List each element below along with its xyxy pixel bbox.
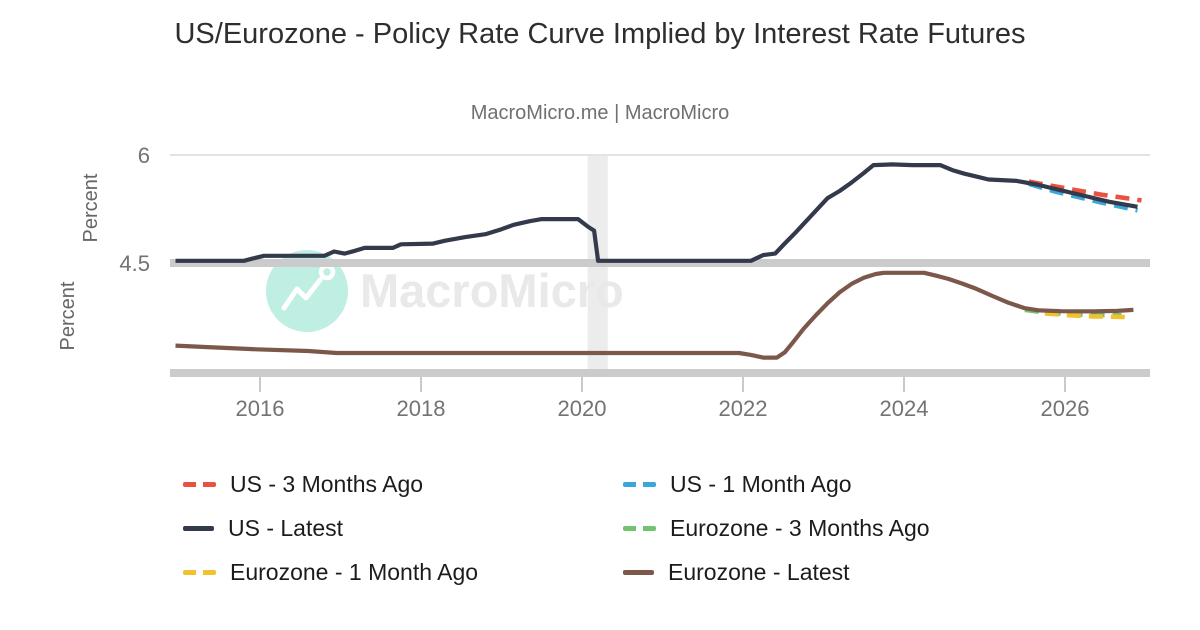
legend-item-us-1-month-ago[interactable]: US - 1 Month Ago bbox=[623, 470, 930, 498]
legend-label: US - Latest bbox=[228, 514, 344, 541]
series-line-eurozone-latest bbox=[175, 270, 1134, 360]
legend-item-eurozone-3-months-ago[interactable]: Eurozone - 3 Months Ago bbox=[623, 514, 930, 542]
legend-label: Eurozone - 1 Month Ago bbox=[230, 558, 479, 585]
legend-label: Eurozone - 3 Months Ago bbox=[670, 514, 930, 541]
series-line-us-3-months-ago bbox=[1028, 179, 1142, 203]
watermark-mountain-icon bbox=[281, 277, 323, 311]
legend-label: US - 3 Months Ago bbox=[230, 470, 424, 497]
x-tick-label: 2022 bbox=[719, 396, 768, 421]
series-line-us-latest bbox=[175, 162, 1138, 263]
y-axis-label-lower: Percent bbox=[57, 281, 79, 350]
legend-item-eurozone-latest[interactable]: Eurozone - Latest bbox=[623, 558, 930, 586]
watermark-text: MacroMicro bbox=[360, 264, 624, 317]
watermark-logo-circle bbox=[266, 250, 348, 332]
x-tick-label: 2026 bbox=[1041, 396, 1090, 421]
y-axis-label-upper: Percent bbox=[80, 173, 102, 242]
series-line-us-1-month-ago bbox=[1028, 181, 1138, 213]
chart-legend: US - 3 Months Ago US - 1 Month Ago US - La… bbox=[183, 470, 930, 586]
legend-label: US - 1 Month Ago bbox=[670, 470, 852, 497]
legend-item-eurozone-1-month-ago[interactable]: Eurozone - 1 Month Ago bbox=[183, 558, 623, 586]
x-tick-label: 2020 bbox=[558, 396, 607, 421]
series-line-eurozone-1-month-ago bbox=[1044, 311, 1126, 320]
gridline-4-5-band bbox=[170, 259, 1150, 267]
legend-swatch-dashed bbox=[623, 481, 656, 487]
chart-subtitle: MacroMicro.me | MacroMicro bbox=[470, 102, 730, 124]
y-tick-label: 4.5 bbox=[119, 251, 150, 276]
chart-title: US/Eurozone - Policy Rate Curve Implied … bbox=[174, 18, 1026, 50]
legend-swatch-solid bbox=[183, 525, 214, 531]
x-tick-label: 2018 bbox=[397, 396, 446, 421]
legend-swatch-dashed bbox=[183, 569, 216, 575]
legend-swatch-dashed bbox=[183, 481, 216, 487]
x-tick-label: 2024 bbox=[880, 396, 929, 421]
legend-label: Eurozone - Latest bbox=[668, 558, 850, 585]
y-tick-label: 6 bbox=[138, 143, 150, 168]
legend-swatch-solid bbox=[623, 569, 654, 575]
legend-item-us-3-months-ago[interactable]: US - 3 Months Ago bbox=[183, 470, 623, 498]
x-tick-label: 2016 bbox=[236, 396, 285, 421]
legend-swatch-dashed bbox=[623, 525, 656, 531]
legend-item-us-latest[interactable]: US - Latest bbox=[183, 514, 623, 542]
lower-baseline-band bbox=[170, 369, 1150, 377]
